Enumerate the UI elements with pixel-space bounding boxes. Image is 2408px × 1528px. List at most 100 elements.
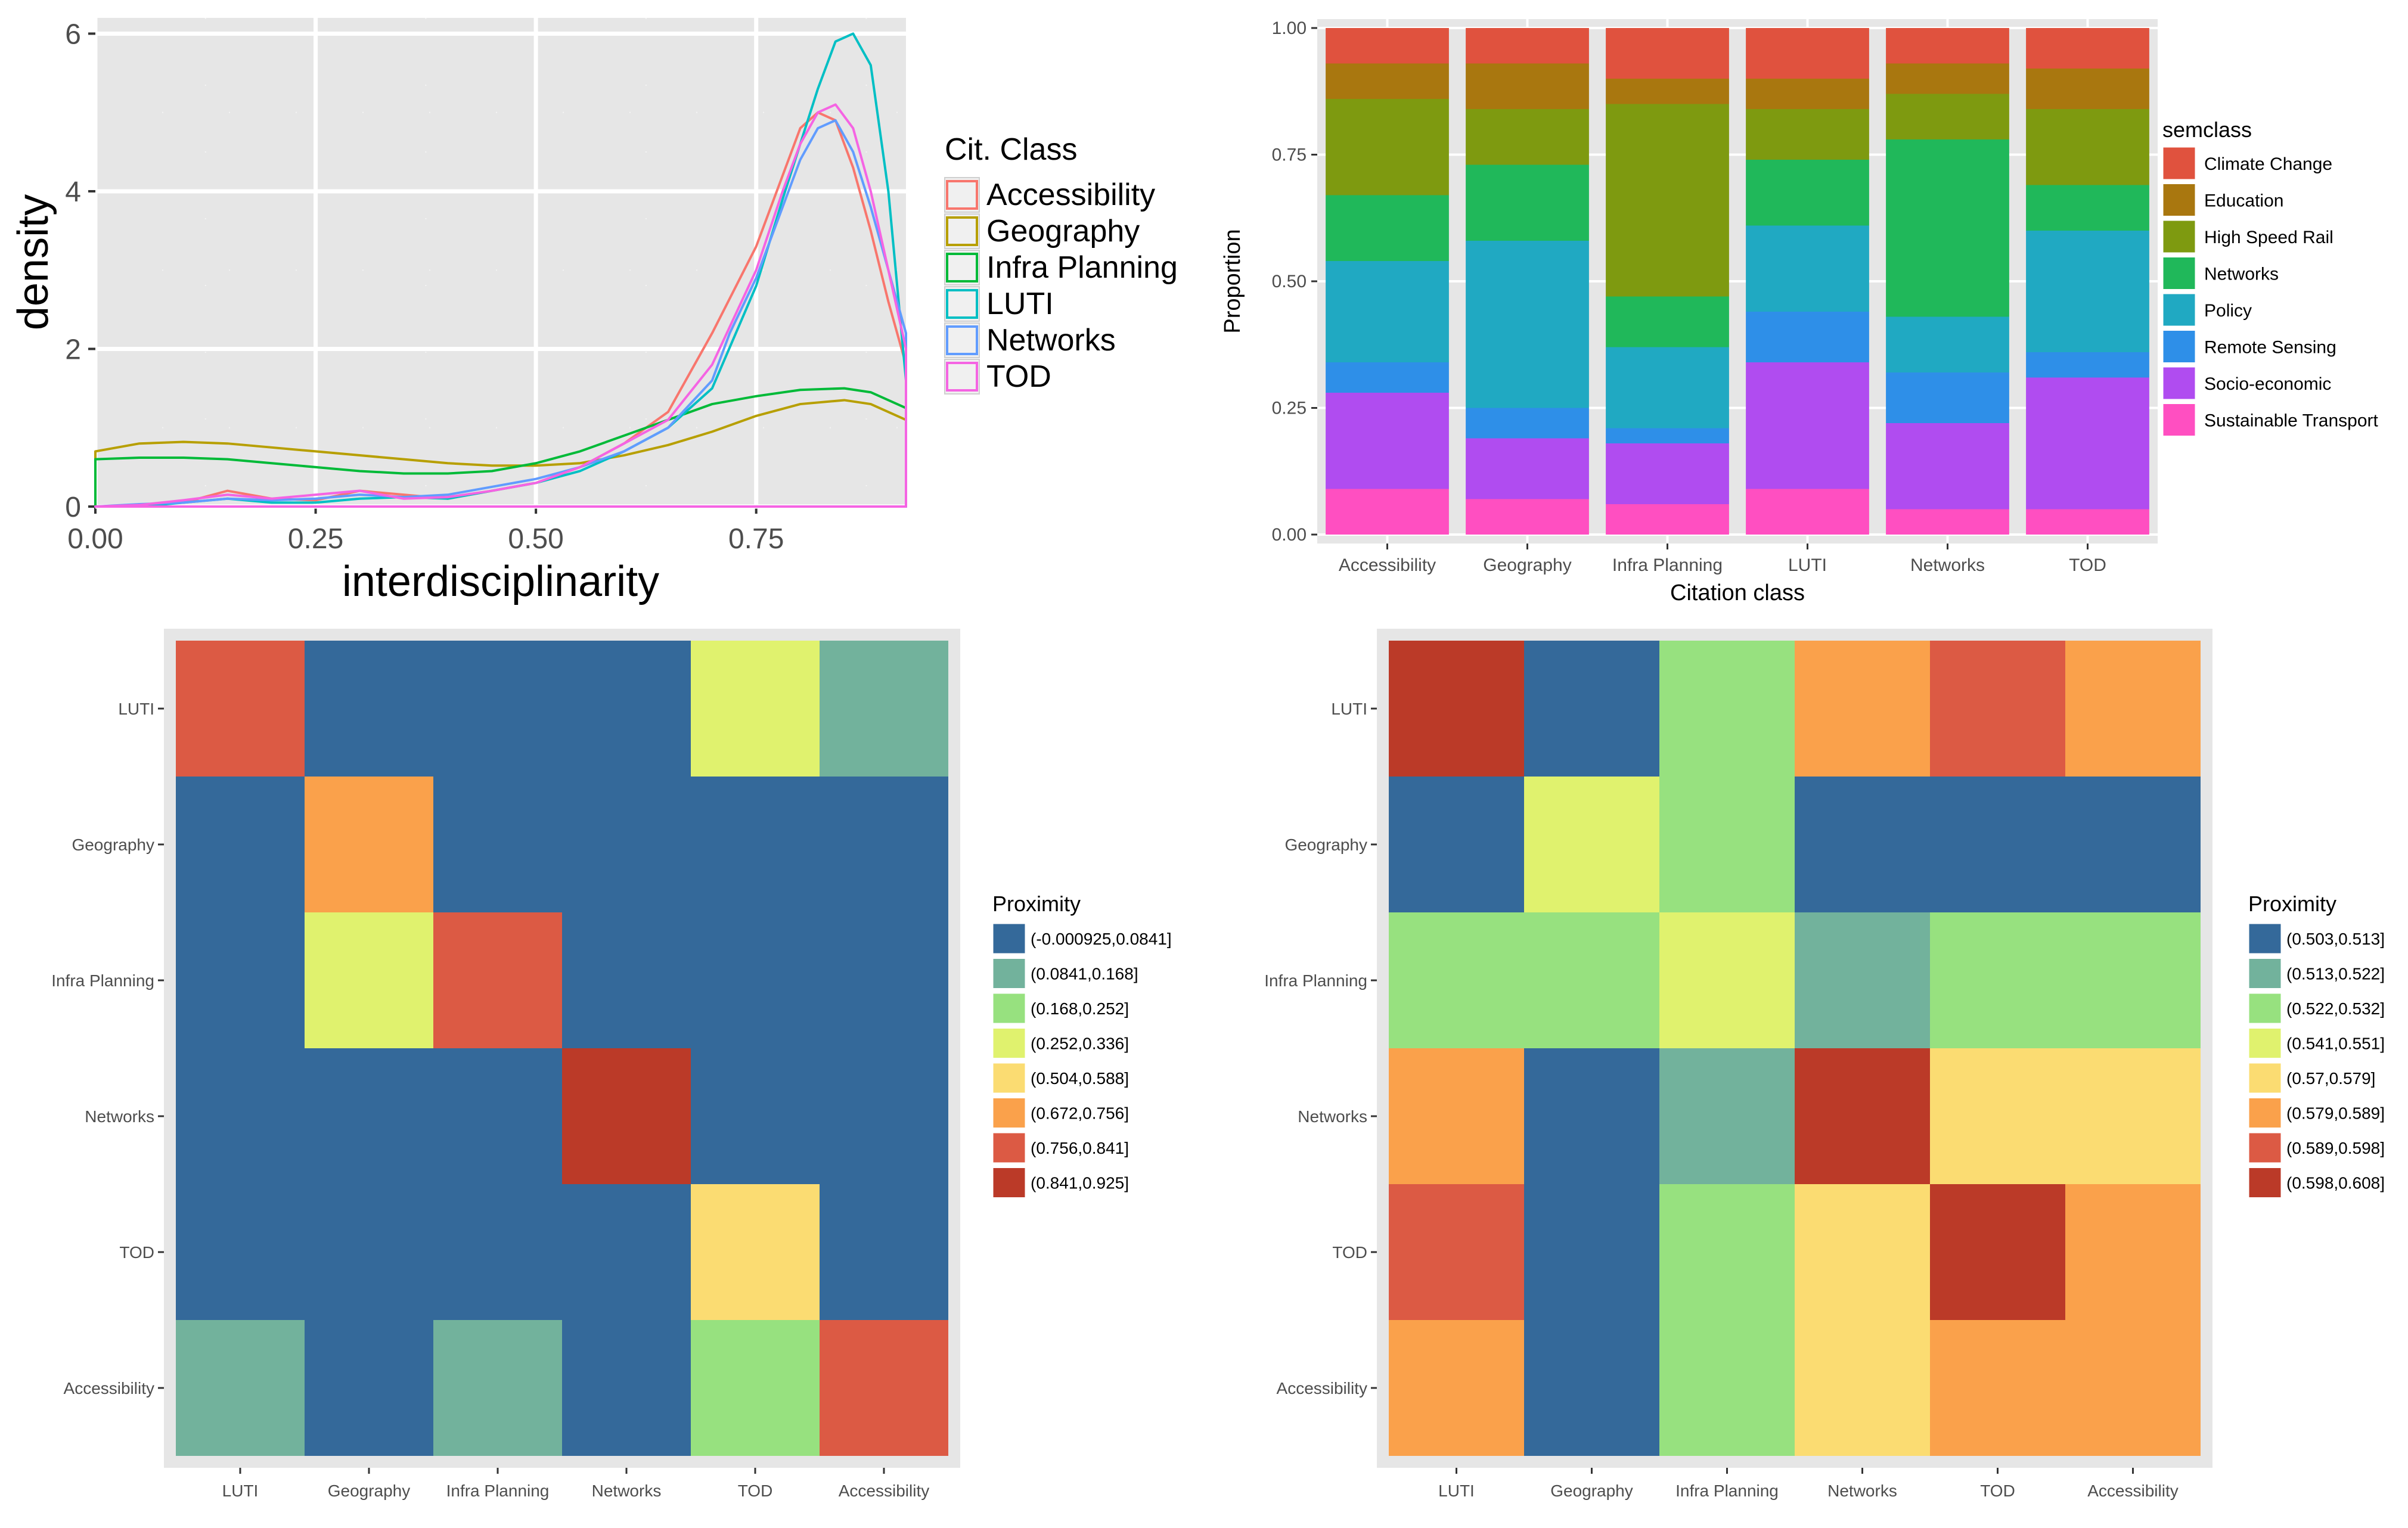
legend-label-education: Education: [2204, 191, 2283, 211]
y-tick-label: Geography: [72, 836, 154, 854]
heat-cell: [1659, 641, 1795, 777]
y-tick-label: Infra Planning: [51, 971, 154, 990]
legend-swatch-tod: [946, 362, 978, 392]
legend-swatch-geography: [946, 216, 978, 246]
heat-cell: [1389, 777, 1524, 912]
legend-label-remote-sensing: Remote Sensing: [2204, 338, 2336, 358]
heat-cell: [1930, 912, 2065, 1048]
y-tick-label: Networks: [85, 1107, 154, 1126]
heat-cell: [820, 641, 948, 777]
heat-cell: [1389, 1048, 1524, 1184]
heat-cell: [176, 1320, 305, 1456]
legend-label-networks: Networks: [2204, 265, 2279, 284]
heat-cell: [691, 1184, 820, 1320]
legend-swatch-education: [2161, 182, 2197, 218]
legend-title: Proximity: [2248, 892, 2336, 916]
y-tick-label: 4: [65, 176, 81, 208]
heat-cell: [433, 641, 562, 777]
legend-swatch: [2247, 1061, 2283, 1095]
heat-cell: [1795, 912, 1930, 1048]
bar-segment-policy: [1746, 225, 1869, 312]
legend-swatch: [2247, 992, 2283, 1025]
y-tick-label: 0.25: [1272, 399, 1307, 418]
legend-key: [944, 359, 980, 395]
heat-cell: [562, 777, 691, 912]
heat-cell: [1659, 912, 1795, 1048]
legend-label-climate-change: Climate Change: [2204, 154, 2332, 174]
heat-cell: [1524, 777, 1659, 912]
legend-label-policy: Policy: [2204, 301, 2252, 321]
stacked-bar-chart: 0.00 0.25 0.50 0.75 1.00 Accessibility Geograp…: [1220, 18, 2379, 605]
legend-swatch-accessibility: [946, 180, 978, 210]
heat-cell: [176, 1048, 305, 1184]
bar-segment-high-speed-rail: [2026, 109, 2149, 185]
legend-swatch-policy: [2161, 292, 2197, 328]
x-tick-label: Infra Planning: [1675, 1482, 1779, 1500]
legend-label: (-0.000925,0.0841]: [1031, 930, 1172, 948]
heat-cell: [1389, 912, 1524, 1048]
legend-label: (0.541,0.551]: [2286, 1035, 2385, 1053]
bar-segment-socio-economic: [1606, 443, 1729, 504]
bar-segment-remote-sensing: [2026, 352, 2149, 378]
legend-title: Proximity: [992, 892, 1081, 916]
bar-segment-sustainable-transport: [1466, 499, 1589, 535]
legend-key: [944, 286, 980, 322]
heat-cell: [562, 912, 691, 1048]
density-line-infra-planning: [94, 387, 907, 508]
legend-swatch-networks: [2161, 256, 2197, 291]
y-tick-label: Infra Planning: [1264, 971, 1367, 990]
bar-segment-high-speed-rail: [1886, 94, 2009, 139]
legend-swatch-high-speed-rail: [2161, 219, 2197, 254]
x-tick-label: LUTI: [1788, 555, 1827, 575]
heat-cell: [176, 777, 305, 912]
y-tick-label: Accessibility: [1277, 1379, 1367, 1397]
bar-segment-policy: [1606, 347, 1729, 428]
y-tick-label: Geography: [1284, 836, 1367, 854]
legend-label-infra-planning: Infra Planning: [986, 250, 1178, 285]
legend-label-accessibility: Accessibility: [986, 178, 1155, 212]
heat-cell: [1795, 1320, 1930, 1456]
bar-segment-high-speed-rail: [1606, 104, 1729, 297]
legend-swatch: [991, 957, 1027, 990]
y-tick-label: LUTI: [118, 700, 154, 718]
legend-swatch: [2247, 1166, 2283, 1199]
legend-swatch: [991, 1061, 1027, 1095]
bar-segment-remote-sensing: [1746, 312, 1869, 362]
y-tick-label: 0: [65, 492, 81, 523]
bar-segment-socio-economic: [2026, 377, 2149, 510]
bar-segment-policy: [1326, 261, 1449, 362]
y-tick-label: 0.75: [1272, 145, 1307, 165]
legend-label-socio-economic: Socio-economic: [2204, 374, 2331, 394]
legend-label-luti: LUTI: [986, 287, 1054, 321]
legend-swatch: [991, 922, 1027, 955]
heat-cell: [1524, 1184, 1659, 1320]
x-tick-label: Networks: [1910, 555, 1985, 575]
legend-label: (0.841,0.925]: [1031, 1174, 1129, 1192]
heatmap-left: LUTI Geography Infra Planning Networks TOD Ac…: [51, 629, 1172, 1500]
legend-label: (0.513,0.522]: [2286, 965, 2385, 983]
bar-segment-high-speed-rail: [1466, 109, 1589, 165]
bar-segment-networks: [1746, 160, 1869, 226]
legend-swatch: [991, 1027, 1027, 1060]
heat-cell: [1795, 777, 1930, 912]
legend-swatch: [991, 992, 1027, 1025]
bar-segment-remote-sensing: [1886, 372, 2009, 423]
y-tick-label: 2: [65, 334, 81, 365]
heatmap-right: LUTI Geography Infra Planning Networks TOD Ac…: [1264, 629, 2385, 1500]
bar-segment-networks: [1326, 195, 1449, 261]
x-tick-label: Accessibility: [839, 1482, 929, 1500]
heat-cell: [1930, 1184, 2065, 1320]
bar-segment-sustainable-transport: [1746, 489, 1869, 535]
bar-segment-policy: [1886, 316, 2009, 372]
bar-segment-policy: [1466, 241, 1589, 408]
x-tick-label: TOD: [1980, 1482, 2015, 1500]
legend-swatch: [2247, 1097, 2283, 1129]
heat-cell: [1389, 1320, 1524, 1456]
legend-key: [944, 250, 980, 285]
x-tick-label: Networks: [1827, 1482, 1897, 1500]
bar-segment-socio-economic: [1466, 438, 1589, 499]
heat-cell: [433, 1048, 562, 1184]
heat-cell: [2065, 1048, 2201, 1184]
heat-cell: [305, 1320, 433, 1456]
bar-segment-remote-sensing: [1326, 362, 1449, 393]
